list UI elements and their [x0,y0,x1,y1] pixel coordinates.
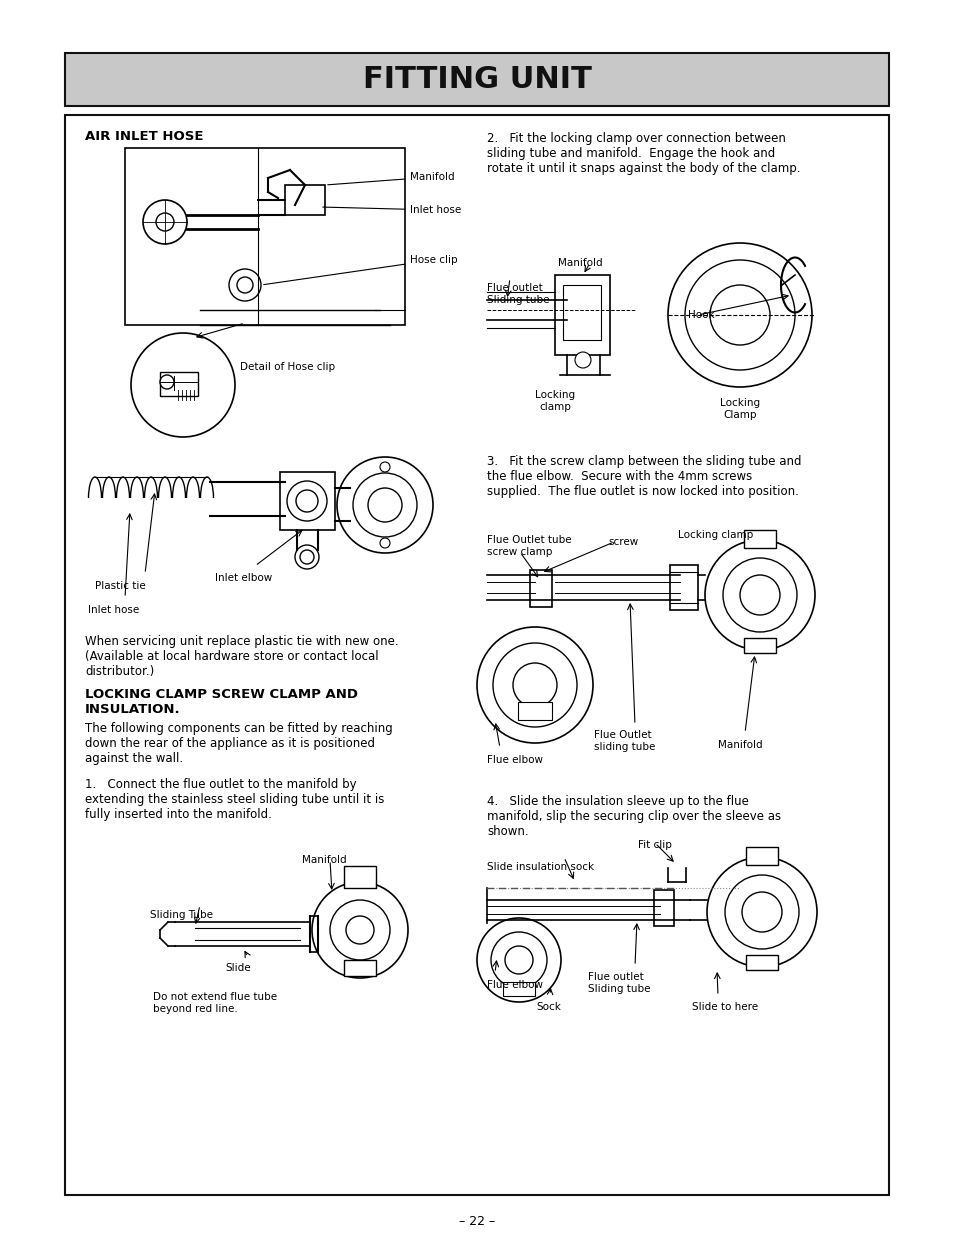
Text: Inlet hose: Inlet hose [88,605,139,615]
Circle shape [491,932,546,988]
Circle shape [143,200,187,245]
Text: Flue elbow: Flue elbow [486,981,542,990]
Circle shape [575,352,590,368]
Text: 4.   Slide the insulation sleeve up to the flue
manifold, slip the securing clip: 4. Slide the insulation sleeve up to the… [486,795,781,839]
Bar [743,638,775,653]
Text: Locking
Clamp: Locking Clamp [720,398,760,420]
Text: Locking clamp: Locking clamp [678,530,753,540]
Bar [65,115,888,1195]
Text: When servicing unit replace plastic tie with new one.
(Available at local hardwa: When servicing unit replace plastic tie … [85,635,398,678]
Text: AIR INLET HOSE: AIR INLET HOSE [85,130,203,143]
Text: – 22 –: – 22 – [458,1215,495,1228]
Circle shape [740,576,780,615]
Text: LOCKING CLAMP SCREW CLAMP AND
INSULATION.: LOCKING CLAMP SCREW CLAMP AND INSULATION… [85,688,357,716]
Circle shape [504,946,533,974]
Bar [280,472,335,530]
Circle shape [379,462,390,472]
Circle shape [667,243,811,387]
Text: Do not extend flue tube
beyond red line.: Do not extend flue tube beyond red line. [152,992,276,1014]
Text: Sock: Sock [536,1002,560,1011]
Circle shape [346,916,374,944]
Bar [285,185,325,215]
Text: Inlet elbow: Inlet elbow [214,573,272,583]
Bar [502,982,535,995]
Text: screw clamp: screw clamp [486,547,552,557]
Circle shape [299,550,314,564]
Circle shape [336,457,433,553]
Text: Sliding Tube: Sliding Tube [150,910,213,920]
Circle shape [236,277,253,293]
Text: Slide to here: Slide to here [691,1002,758,1011]
Text: Fit clip: Fit clip [638,840,671,850]
Text: 2.   Fit the locking clamp over connection between
sliding tube and manifold.  E: 2. Fit the locking clamp over connection… [486,132,800,175]
Text: Locking
clamp: Locking clamp [535,390,575,411]
Circle shape [493,643,577,727]
Circle shape [724,876,799,948]
Bar [344,866,375,888]
Circle shape [476,627,593,743]
Bar [743,530,775,548]
Text: Flue outlet
Sliding tube: Flue outlet Sliding tube [486,283,549,305]
Bar [745,847,778,864]
Text: Flue Outlet tube: Flue Outlet tube [486,535,571,545]
Text: Flue Outlet
sliding tube: Flue Outlet sliding tube [594,730,655,752]
Circle shape [353,473,416,537]
Bar [555,275,609,354]
Circle shape [131,333,234,437]
Circle shape [513,663,557,706]
Bar [745,955,778,969]
Text: 1.   Connect the flue outlet to the manifold by
extending the stainless steel sl: 1. Connect the flue outlet to the manifo… [85,778,384,821]
Circle shape [330,900,390,960]
Text: screw: screw [607,537,638,547]
Bar [160,372,198,396]
Text: Manifold: Manifold [558,258,601,268]
Circle shape [294,545,318,569]
Circle shape [156,212,173,231]
Text: Slide: Slide [225,963,251,973]
Text: 3.   Fit the screw clamp between the sliding tube and
the flue elbow.  Secure wi: 3. Fit the screw clamp between the slidi… [486,454,801,498]
Text: Inlet hose: Inlet hose [322,205,460,215]
Circle shape [229,269,261,301]
Circle shape [368,488,401,522]
Text: Flue outlet
Sliding tube: Flue outlet Sliding tube [587,972,650,994]
Bar [562,285,600,340]
Bar [125,148,405,325]
Circle shape [709,285,769,345]
Text: Hose clip: Hose clip [263,254,457,284]
Text: Hook: Hook [687,310,714,320]
Bar [65,53,888,106]
Text: FITTING UNIT: FITTING UNIT [362,65,591,94]
Text: Flue elbow: Flue elbow [486,755,542,764]
Circle shape [704,540,814,650]
Circle shape [706,857,816,967]
Circle shape [160,375,173,389]
Bar [517,701,552,720]
Circle shape [379,538,390,548]
Circle shape [684,261,794,370]
Text: Manifold: Manifold [718,740,761,750]
Text: Detail of Hose clip: Detail of Hose clip [240,362,335,372]
Bar [344,960,375,976]
Circle shape [741,892,781,932]
Text: Manifold: Manifold [302,855,346,864]
Bar [654,890,673,926]
Bar [530,571,552,606]
Circle shape [295,490,317,513]
Text: Manifold: Manifold [328,172,455,185]
Text: Plastic tie: Plastic tie [95,580,146,592]
Text: The following components can be fitted by reaching
down the rear of the applianc: The following components can be fitted b… [85,722,393,764]
Circle shape [722,558,796,632]
Text: Slide insulation sock: Slide insulation sock [486,862,594,872]
Circle shape [312,882,408,978]
Circle shape [476,918,560,1002]
Circle shape [287,480,327,521]
Bar [669,564,698,610]
